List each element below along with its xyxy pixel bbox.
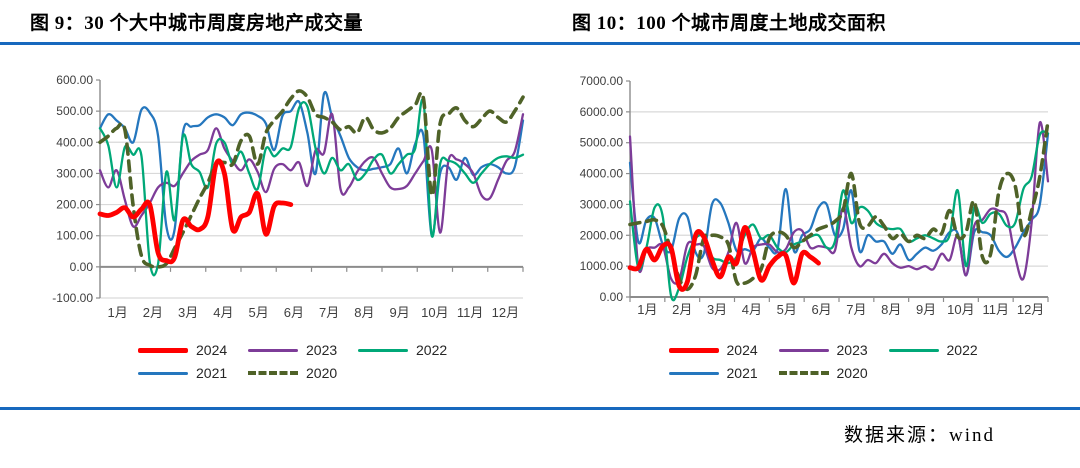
y-axis-tick-label: 3000.00	[580, 197, 624, 211]
x-axis-month-label: 11月	[457, 305, 484, 320]
x-axis-month-label: 1月	[108, 305, 128, 320]
figure9-title: 图 9：30 个大中城市周度房地产成交量	[30, 13, 364, 34]
x-axis-month-label: 9月	[916, 302, 936, 317]
legend-item-2022: 2022	[358, 342, 468, 358]
x-axis-month-label: 5月	[777, 302, 797, 317]
legend-item-2020: 2020	[248, 365, 358, 381]
legend-label-2020: 2020	[836, 365, 868, 381]
series-line-2023	[98, 112, 525, 234]
legend-label-2022: 2022	[946, 342, 978, 358]
legend-row: 2021 2020	[668, 365, 999, 381]
legend-item-2021: 2021	[668, 365, 779, 381]
legend-swatch-2021-icon	[668, 371, 719, 375]
legend-swatch-2023-icon	[248, 348, 298, 352]
legend-label-2021: 2021	[726, 365, 758, 381]
y-axis-tick-label: 100.00	[56, 229, 93, 243]
legend-label-2021: 2021	[196, 365, 228, 381]
legend-item-2023: 2023	[248, 342, 358, 358]
y-axis-tick-label: 6000.00	[580, 105, 624, 119]
y-axis-tick-label: 0.00	[70, 260, 94, 274]
housing-chart-legend: 2024 2023 2022 2021 2020	[30, 342, 540, 381]
legend-item-2021: 2021	[138, 365, 248, 381]
legend-row: 2024 2023 2022	[668, 342, 999, 358]
y-axis-tick-label: 500.00	[56, 104, 93, 118]
series-line-2022	[98, 98, 525, 277]
housing-chart-canvas: 600.00 500.00 400.00 300.00 200.00 100.00 0.00…	[52, 73, 525, 320]
x-axis-month-label: 10月	[421, 305, 448, 320]
y-axis-tick-label: 0.00	[600, 290, 624, 304]
land-chart: 7000.00 6000.00 5000.00 4000.00 3000.00 2000.…	[558, 62, 1073, 381]
x-axis-month-label: 9月	[390, 305, 410, 320]
y-axis-tick-label: 7000.00	[580, 74, 624, 88]
figure10-title: 图 10：100 个城市周度土地成交面积	[572, 13, 887, 34]
legend-swatch-2020-icon	[778, 371, 829, 375]
top-divider	[0, 42, 1080, 45]
land-chart-legend: 2024 2023 2022 2021 2020	[558, 342, 1073, 381]
legend-item-2020: 2020	[778, 365, 889, 381]
x-axis-month-label: 7月	[319, 305, 339, 320]
legend-label-2020: 2020	[306, 365, 338, 381]
y-axis-tick-label: 600.00	[56, 73, 93, 87]
x-axis-month-label: 6月	[284, 305, 304, 320]
legend-label-2024: 2024	[726, 342, 758, 358]
y-axis-tick-label: -100.00	[52, 291, 93, 305]
series-line-2020	[98, 89, 525, 269]
legend-swatch-2022-icon	[358, 348, 408, 352]
x-axis-month-label: 4月	[742, 302, 762, 317]
bottom-divider	[0, 407, 1080, 410]
land-chart-canvas: 7000.00 6000.00 5000.00 4000.00 3000.00 2000.…	[580, 74, 1050, 317]
x-axis-month-label: 3月	[707, 302, 727, 317]
axes: 600.00 500.00 400.00 300.00 200.00 100.00 0.00…	[52, 73, 524, 320]
x-axis-month-label: 2月	[143, 305, 163, 320]
series-line-2024	[627, 225, 821, 292]
legend-item-2023: 2023	[778, 342, 889, 358]
x-axis-month-label: 3月	[178, 305, 198, 320]
legend-label-2024: 2024	[196, 342, 228, 358]
series-line-2020	[628, 119, 1050, 292]
legend-item-2022: 2022	[888, 342, 999, 358]
y-axis-tick-label: 400.00	[56, 135, 93, 149]
x-axis-month-label: 4月	[213, 305, 233, 320]
y-axis-tick-label: 300.00	[56, 166, 93, 180]
x-axis-month-label: 5月	[249, 305, 269, 320]
x-axis-month-label: 11月	[983, 302, 1010, 317]
y-axis-tick-label: 4000.00	[580, 167, 624, 181]
legend-swatch-2023-icon	[778, 348, 829, 352]
x-axis-month-label: 6月	[811, 302, 831, 317]
legend-item-2024: 2024	[138, 342, 248, 358]
x-axis-month-label: 8月	[354, 305, 374, 320]
data-source-label: 数据来源：wind	[843, 425, 995, 446]
legend-swatch-2024-icon	[138, 347, 188, 353]
legend-label-2023: 2023	[306, 342, 338, 358]
axes: 7000.00 6000.00 5000.00 4000.00 3000.00 2000.…	[580, 74, 1049, 317]
legend-row: 2024 2023 2022	[138, 342, 468, 358]
housing-chart: 600.00 500.00 400.00 300.00 200.00 100.00 0.00…	[30, 62, 540, 381]
legend-swatch-2024-icon	[668, 347, 719, 353]
legend-row: 2021 2020	[138, 365, 468, 381]
y-axis-tick-label: 1000.00	[580, 259, 624, 273]
y-axis-tick-label: 200.00	[56, 198, 93, 212]
legend-swatch-2020-icon	[248, 371, 298, 375]
x-axis-month-label: 7月	[846, 302, 866, 317]
x-axis-month-label: 8月	[881, 302, 901, 317]
legend-item-2024: 2024	[668, 342, 779, 358]
legend-label-2023: 2023	[836, 342, 868, 358]
x-axis-month-label: 10月	[947, 302, 974, 317]
legend-label-2022: 2022	[416, 342, 448, 358]
y-axis-tick-label: 5000.00	[580, 136, 624, 150]
x-axis-month-label: 12月	[492, 305, 519, 320]
legend-swatch-2021-icon	[138, 371, 188, 375]
legend-swatch-2022-icon	[888, 348, 939, 352]
x-axis-month-label: 12月	[1017, 302, 1044, 317]
x-axis-month-label: 2月	[672, 302, 692, 317]
y-axis-tick-label: 2000.00	[580, 228, 624, 242]
x-axis-month-label: 1月	[637, 302, 657, 317]
series-line-2024	[97, 158, 294, 265]
